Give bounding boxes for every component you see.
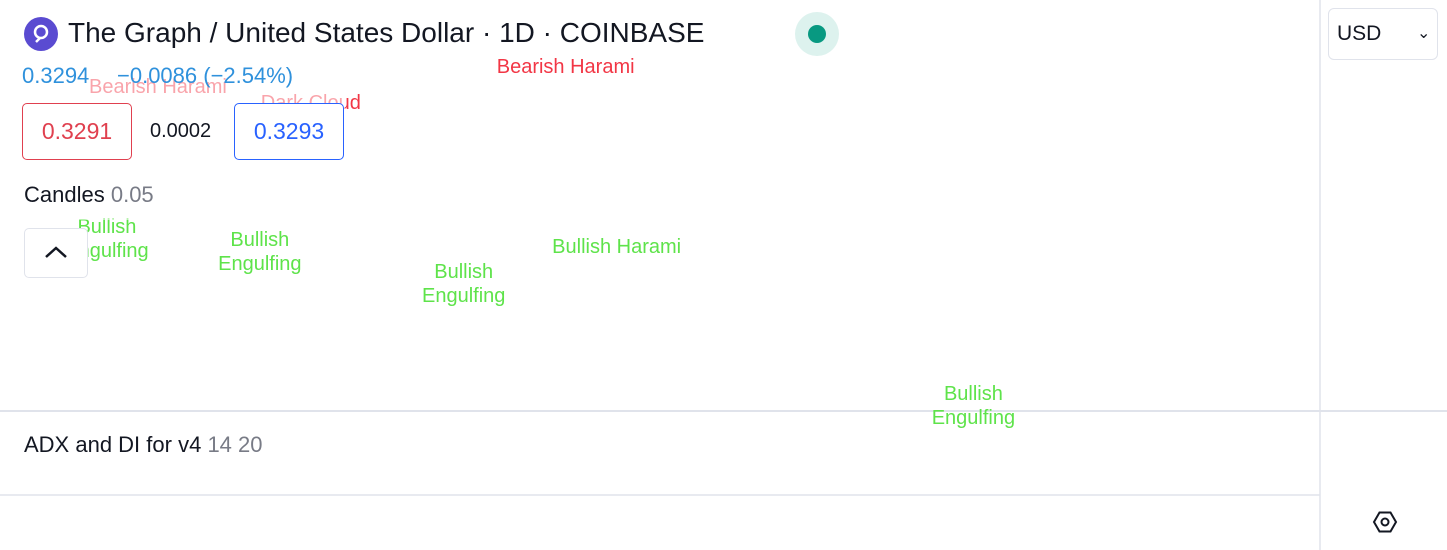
indicator-params: 14 20 (207, 432, 263, 457)
settings-icon-center (1380, 517, 1390, 527)
indicator-legend: ADX and DI for v4 14 20 (24, 432, 263, 458)
collapse-legend-button[interactable] (24, 228, 88, 278)
spread: 0.0002 (150, 120, 212, 142)
currency-select[interactable]: USD ⌄ (1328, 8, 1438, 60)
chevron-icon (45, 246, 67, 258)
dropdown-caret: ⌄ (1417, 25, 1431, 42)
indicator-name: ADX and DI for v4 (24, 432, 202, 457)
price-change: −0.0086 (−2.54%) (117, 63, 294, 88)
pattern-label: Bullish Engulfing (422, 261, 506, 308)
logo (24, 17, 58, 51)
ask: 0.3293 (253, 118, 325, 144)
indicator-name: Candles (24, 182, 105, 207)
pattern-label: Bullish Engulfing (218, 229, 302, 276)
indicator-legend: Candles 0.05 (24, 182, 154, 208)
last-price: 0.3294 (22, 63, 90, 88)
settings-icon[interactable] (1372, 511, 1398, 533)
bid: 0.3291 (41, 118, 113, 144)
sell-button[interactable]: 0.3291 (22, 103, 132, 160)
symbol-title: The Graph / United States Dollar · 1D · … (68, 17, 705, 48)
currency: USD (1337, 22, 1382, 45)
market-status[interactable] (795, 12, 839, 56)
pattern-label: Bullish Engulfing (931, 383, 1016, 430)
buy-button[interactable]: 0.3293 (234, 103, 344, 160)
pattern-label: Bearish Harami (496, 55, 635, 78)
indicator-params: 0.05 (110, 182, 154, 207)
pattern-label: Bullish Harami (552, 236, 682, 259)
